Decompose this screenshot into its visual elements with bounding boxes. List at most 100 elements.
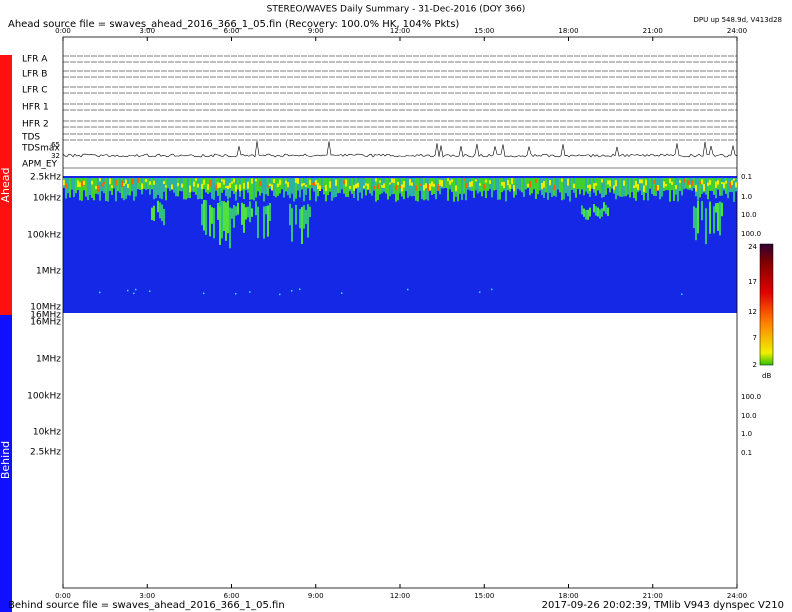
spectro-cell (345, 178, 347, 197)
spectro-cell (141, 183, 143, 190)
spectro-cell (511, 178, 513, 185)
spectro-cell (605, 204, 607, 214)
spectro-cell (349, 178, 351, 192)
spectro-cell (587, 209, 589, 220)
spectro-cell (567, 178, 569, 197)
time-label: 12:00 (390, 27, 410, 35)
spectro-cell (575, 178, 577, 198)
spectro-cell (133, 292, 135, 295)
spectro-cell (293, 178, 295, 202)
spectro-cell (615, 178, 617, 200)
freq-label: 10kHz (33, 428, 61, 438)
spectro-cell (583, 208, 585, 217)
spectro-cell (223, 201, 225, 232)
spectro-cell (585, 178, 587, 192)
spectro-cell (109, 178, 111, 185)
spectro-cell (225, 185, 227, 189)
spectro-cell (275, 178, 277, 198)
spectro-cell (641, 178, 643, 195)
spectro-cell (629, 178, 631, 198)
spectro-cell (331, 178, 333, 201)
spectro-cell (517, 178, 519, 189)
spectro-cell (121, 178, 123, 199)
spectro-cell (81, 178, 83, 201)
spectro-cell (723, 182, 725, 189)
spectro-cell (681, 178, 683, 196)
time-label: 15:00 (474, 27, 494, 35)
spectro-cell (135, 178, 137, 197)
spectro-cell (431, 181, 433, 187)
spectro-cell (303, 205, 305, 229)
behind-bar (0, 315, 12, 612)
spectro-cell (623, 180, 625, 186)
spectro-cell (79, 182, 81, 188)
spectro-cell (401, 184, 403, 192)
spectro-cell (301, 206, 303, 244)
spectro-cell (377, 184, 379, 189)
spectro-cell (465, 178, 467, 201)
spectro-cell (283, 178, 285, 198)
spectro-cell (289, 178, 291, 199)
spectro-cell (99, 291, 101, 294)
spectro-cell (713, 206, 715, 234)
spectro-cell (691, 180, 693, 186)
spectro-cell (437, 183, 439, 191)
spectro-cell (535, 178, 537, 200)
spectro-cell (269, 203, 271, 222)
spectro-cell (105, 178, 107, 201)
spectro-cell (201, 183, 203, 190)
spectro-cell (721, 182, 723, 185)
row-label: LFR C (22, 86, 48, 96)
spectro-cell (589, 184, 591, 192)
spectro-cell (173, 178, 175, 193)
spectro-cell (127, 184, 129, 188)
spectro-cell (479, 183, 481, 186)
spectro-cell (595, 183, 597, 186)
spectro-cell (391, 178, 393, 195)
spectro-cell (159, 202, 161, 219)
spectro-cell (337, 178, 339, 194)
spectro-cell (697, 178, 699, 200)
spectro-cell (609, 180, 611, 187)
freq-label: 10MHz (30, 303, 61, 313)
spectro-cell (733, 178, 735, 181)
spectro-cell (429, 183, 431, 191)
spectro-cell (527, 183, 529, 188)
spectro-cell (695, 207, 697, 241)
row-label: TDSmax (21, 144, 60, 154)
spectro-cell (409, 178, 411, 196)
colorbar-label: 17 (748, 278, 757, 286)
spectro-cell (671, 181, 673, 185)
behind-source: Behind source file = swaves_ahead_2016_3… (8, 600, 285, 611)
spectro-cell (551, 178, 553, 197)
colorbar (759, 243, 774, 366)
spectro-cell (343, 179, 345, 185)
spectro-cell (221, 200, 223, 239)
spectro-cell (273, 178, 275, 183)
spectro-cell (733, 178, 735, 202)
spectro-cell (189, 185, 191, 193)
spectro-cell (227, 200, 229, 234)
time-label: 24:00 (727, 592, 747, 600)
spectro-cell (91, 180, 93, 185)
spectro-cell (543, 181, 545, 188)
spectro-cell (355, 178, 357, 189)
spectro-cell (199, 178, 201, 199)
right-label: 100.0 (741, 230, 761, 238)
spectro-cell (163, 208, 165, 226)
spectro-cell (201, 203, 203, 226)
spectro-cell (475, 179, 477, 182)
spectro-cell (295, 178, 297, 199)
spectro-cell (307, 204, 309, 238)
spectro-cell (735, 182, 737, 188)
spectro-cell (701, 201, 703, 221)
time-label: 0:00 (55, 27, 71, 35)
spectro-cell (701, 179, 703, 185)
spectro-cell (149, 181, 151, 185)
spectro-cell (707, 178, 709, 200)
spectro-cell (597, 178, 599, 191)
spectro-cell (451, 178, 453, 192)
spectro-cell (335, 178, 337, 197)
spectro-cell (365, 178, 367, 196)
spectro-cell (301, 183, 303, 187)
